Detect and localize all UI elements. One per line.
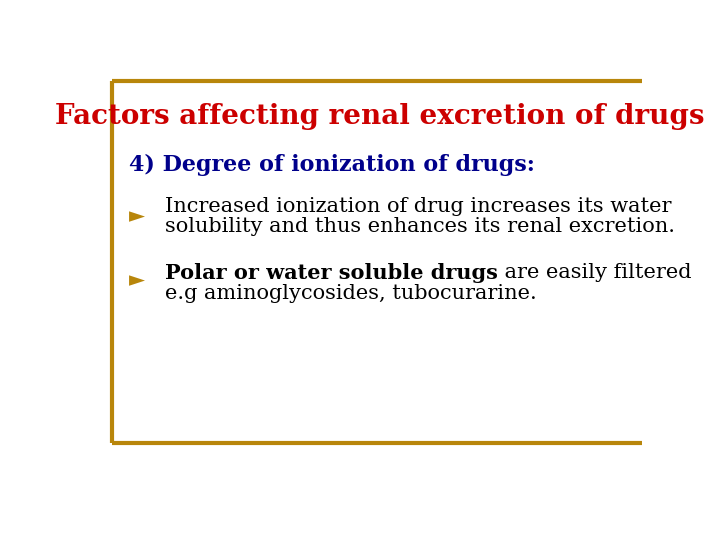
Text: Increased ionization of drug increases its water: Increased ionization of drug increases i… [166, 197, 672, 215]
Text: Factors affecting renal excretion of drugs: Factors affecting renal excretion of dru… [55, 103, 705, 130]
Text: Polar or water soluble drugs: Polar or water soluble drugs [166, 262, 498, 283]
Text: e.g aminoglycosides, tubocurarine.: e.g aminoglycosides, tubocurarine. [166, 284, 537, 303]
Text: solubility and thus enhances its renal excretion.: solubility and thus enhances its renal e… [166, 218, 675, 237]
Text: ►: ► [129, 272, 145, 291]
Text: ►: ► [129, 207, 145, 226]
Text: 4) Degree of ionization of drugs:: 4) Degree of ionization of drugs: [129, 153, 535, 176]
Text: are easily filtered: are easily filtered [498, 263, 692, 282]
